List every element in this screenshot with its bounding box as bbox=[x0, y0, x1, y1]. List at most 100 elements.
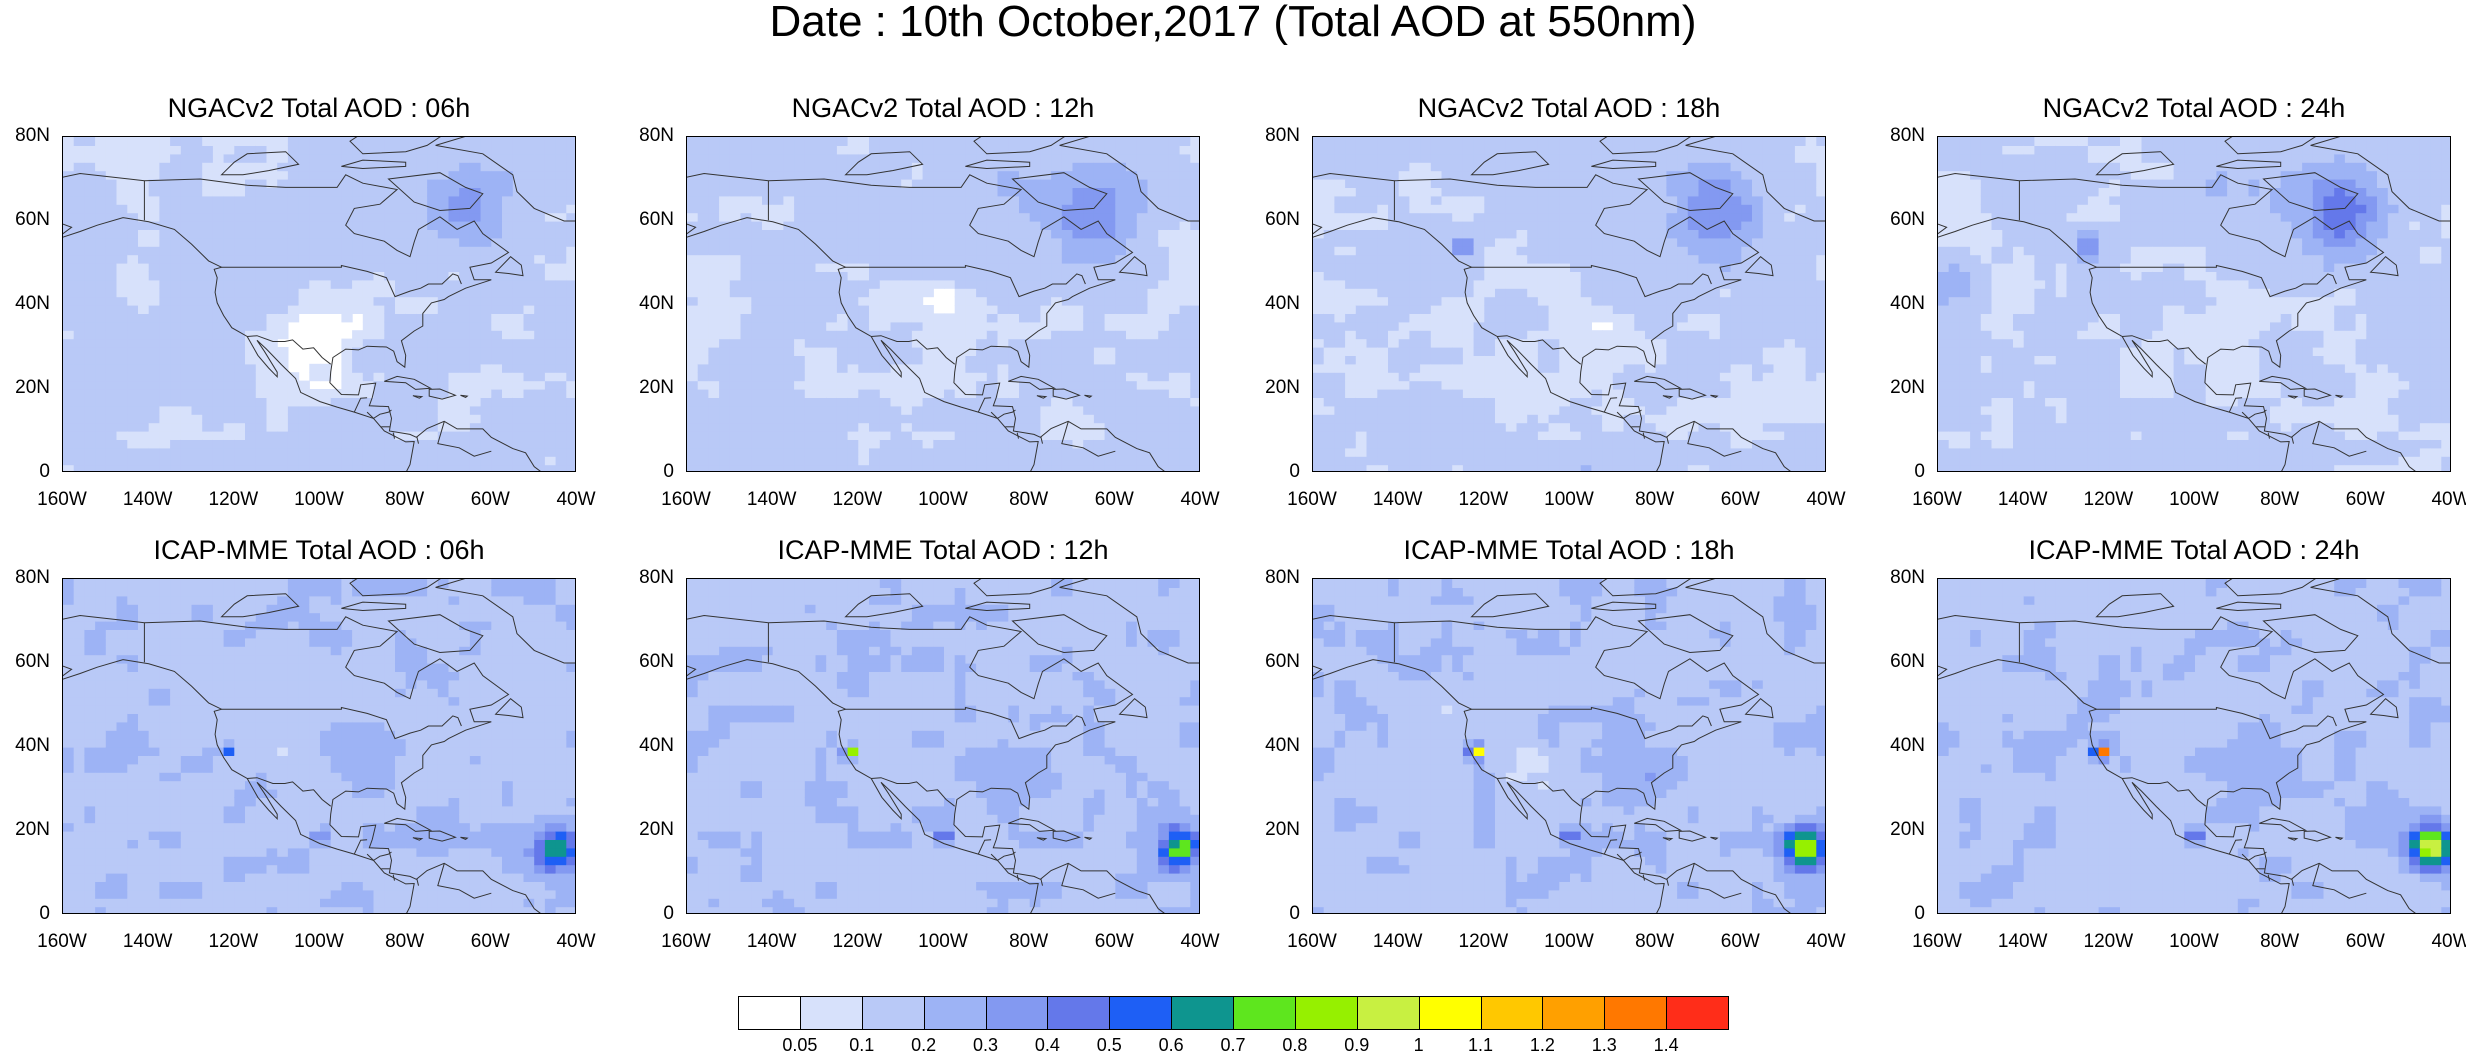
x-tick-label: 160W bbox=[1912, 489, 1962, 510]
colorbar-label: 1.2 bbox=[1529, 1035, 1555, 1055]
panel-title: ICAP-MME Total AOD : 12h bbox=[777, 535, 1109, 565]
x-tick-label: 160W bbox=[37, 489, 87, 510]
colorbar-label: 0.9 bbox=[1344, 1035, 1370, 1055]
y-tick-label: 0 bbox=[1289, 461, 1300, 482]
x-tick-label: 80W bbox=[2260, 489, 2300, 510]
colorbar-swatch bbox=[1604, 996, 1668, 1030]
y-tick-label: 20N bbox=[15, 377, 50, 398]
colorbar-label: 0.05 bbox=[782, 1035, 818, 1055]
coastlines bbox=[687, 137, 1199, 471]
x-tick-label: 160W bbox=[37, 931, 87, 952]
y-tick-label: 60N bbox=[15, 209, 50, 230]
x-tick-label: 120W bbox=[2083, 931, 2134, 952]
colorbar-swatch bbox=[1480, 996, 1544, 1030]
aod-field bbox=[1313, 579, 1825, 913]
colorbar-label: 0.1 bbox=[849, 1035, 875, 1055]
x-tick-label: 140W bbox=[1372, 931, 1423, 952]
x-tick-label: 100W bbox=[1544, 489, 1594, 510]
y-tick-label: 20N bbox=[1890, 819, 1925, 840]
y-tick-label: 20N bbox=[15, 819, 50, 840]
x-tick-label: 100W bbox=[918, 489, 968, 510]
x-tick-label: 80W bbox=[1009, 489, 1049, 510]
colorbar-label: 0.5 bbox=[1096, 1035, 1122, 1055]
colorbar-label: 0.3 bbox=[972, 1035, 999, 1055]
y-tick-label: 80N bbox=[1265, 567, 1300, 588]
y-tick-label: 60N bbox=[1265, 209, 1300, 230]
y-tick-label: 0 bbox=[663, 903, 674, 924]
colorbar-swatch bbox=[923, 996, 987, 1030]
y-tick-label: 0 bbox=[1914, 461, 1925, 482]
colorbar-label: 0.7 bbox=[1220, 1035, 1246, 1055]
x-tick-label: 40W bbox=[1806, 931, 1846, 952]
y-tick-label: 80N bbox=[1265, 125, 1300, 146]
y-tick-label: 80N bbox=[639, 567, 674, 588]
colorbar-label: 1.4 bbox=[1653, 1035, 1679, 1055]
x-tick-label: 60W bbox=[1094, 931, 1134, 952]
x-tick-label: 100W bbox=[2169, 931, 2219, 952]
y-tick-label: 80N bbox=[15, 125, 50, 146]
y-tick-label: 20N bbox=[639, 819, 674, 840]
x-tick-label: 120W bbox=[1458, 489, 1509, 510]
y-tick-label: 0 bbox=[663, 461, 674, 482]
y-tick-label: 60N bbox=[1890, 209, 1925, 230]
colorbar-swatch bbox=[1233, 996, 1296, 1030]
x-tick-label: 60W bbox=[1720, 931, 1760, 952]
x-tick-label: 80W bbox=[1635, 931, 1675, 952]
panel-title: ICAP-MME Total AOD : 06h bbox=[153, 535, 485, 565]
x-tick-label: 140W bbox=[122, 489, 173, 510]
y-tick-label: 60N bbox=[1890, 651, 1925, 672]
map-panel bbox=[1937, 136, 2451, 472]
colorbar-swatch bbox=[1418, 996, 1482, 1030]
y-tick-label: 80N bbox=[1890, 567, 1925, 588]
coastlines bbox=[1938, 579, 2450, 913]
y-tick-label: 60N bbox=[639, 651, 674, 672]
y-tick-label: 60N bbox=[639, 209, 674, 230]
x-tick-label: 120W bbox=[208, 931, 259, 952]
coastlines bbox=[63, 579, 575, 913]
x-tick-label: 140W bbox=[1997, 931, 2048, 952]
coastlines bbox=[63, 137, 575, 471]
x-tick-label: 120W bbox=[1458, 931, 1509, 952]
y-tick-label: 0 bbox=[39, 461, 50, 482]
x-tick-label: 160W bbox=[1287, 931, 1337, 952]
x-tick-label: 80W bbox=[2260, 931, 2300, 952]
coastlines bbox=[1313, 137, 1825, 471]
colorbar-swatch bbox=[1109, 996, 1173, 1030]
y-tick-label: 40N bbox=[1265, 735, 1300, 756]
map-panel bbox=[62, 136, 576, 472]
colorbar bbox=[738, 996, 1729, 1030]
x-tick-label: 80W bbox=[1635, 489, 1675, 510]
x-tick-label: 60W bbox=[1720, 489, 1760, 510]
y-tick-label: 20N bbox=[1265, 819, 1300, 840]
colorbar-swatch bbox=[1666, 996, 1729, 1030]
x-tick-label: 80W bbox=[385, 489, 425, 510]
y-tick-label: 80N bbox=[1890, 125, 1925, 146]
panel-title: NGACv2 Total AOD : 06h bbox=[167, 93, 471, 123]
x-tick-label: 40W bbox=[2431, 489, 2466, 510]
y-tick-label: 40N bbox=[1890, 735, 1925, 756]
x-tick-label: 120W bbox=[832, 489, 883, 510]
x-tick-label: 40W bbox=[2431, 931, 2466, 952]
colorbar-label: 1.3 bbox=[1591, 1035, 1617, 1055]
x-tick-label: 60W bbox=[2345, 489, 2385, 510]
y-tick-label: 40N bbox=[1890, 293, 1925, 314]
colorbar-swatch bbox=[1542, 996, 1606, 1030]
y-tick-label: 20N bbox=[1890, 377, 1925, 398]
x-tick-label: 60W bbox=[2345, 931, 2385, 952]
x-tick-label: 60W bbox=[470, 489, 510, 510]
aod-field bbox=[1313, 137, 1825, 471]
aod-field bbox=[63, 579, 575, 913]
panel-title: NGACv2 Total AOD : 24h bbox=[2042, 93, 2346, 123]
panel-title: ICAP-MME Total AOD : 24h bbox=[2028, 535, 2360, 565]
panel-title: NGACv2 Total AOD : 12h bbox=[791, 93, 1095, 123]
y-tick-label: 0 bbox=[1289, 903, 1300, 924]
coastlines bbox=[687, 579, 1199, 913]
y-tick-label: 60N bbox=[15, 651, 50, 672]
colorbar-swatch bbox=[799, 996, 863, 1030]
y-tick-label: 0 bbox=[1914, 903, 1925, 924]
coastlines bbox=[1313, 579, 1825, 913]
x-tick-label: 160W bbox=[1287, 489, 1337, 510]
x-tick-label: 40W bbox=[556, 931, 596, 952]
colorbar-swatch bbox=[738, 996, 801, 1030]
x-tick-label: 40W bbox=[556, 489, 596, 510]
